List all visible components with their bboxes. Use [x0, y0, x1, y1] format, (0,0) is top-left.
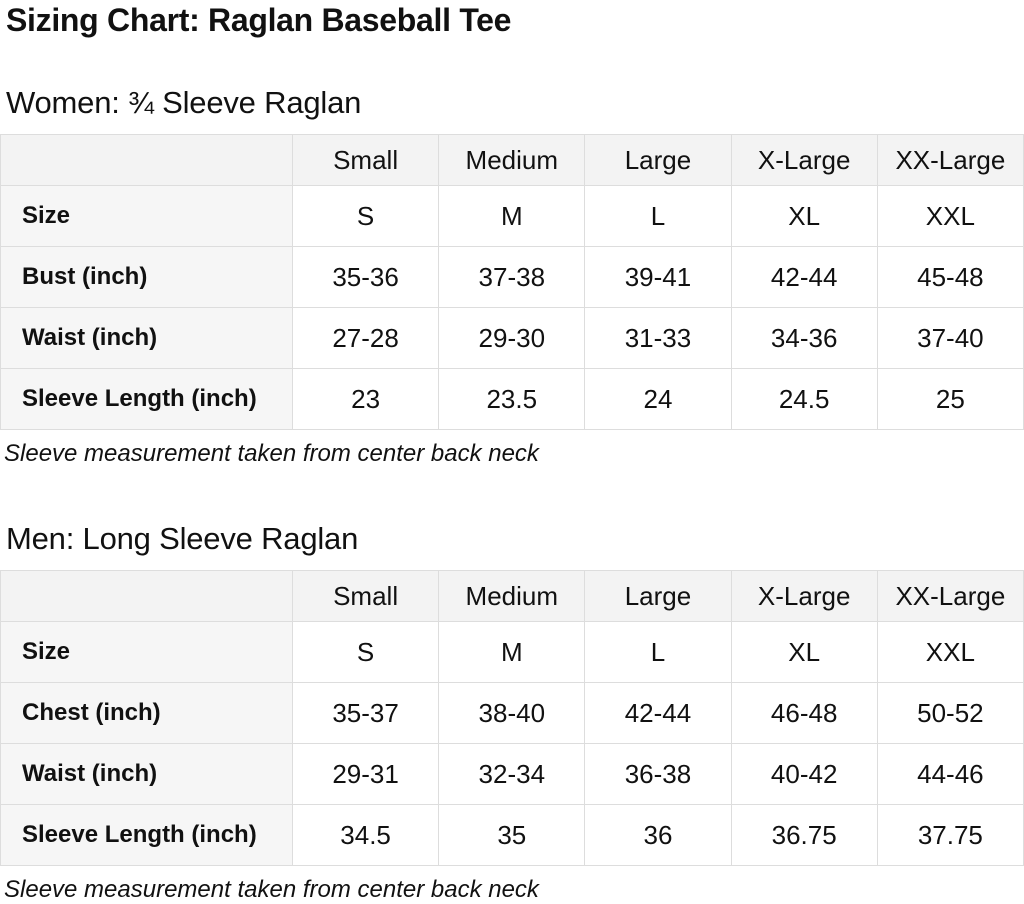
table-row-waist: Waist (inch) 29-31 32-34 36-38 40-42 44-…	[0, 743, 1024, 805]
size-value-cell: 31-33	[584, 307, 732, 369]
table-row-sleeve-length: Sleeve Length (inch) 34.5 35 36 36.75 37…	[0, 804, 1024, 866]
column-header-xlarge: X-Large	[730, 134, 878, 186]
size-value-cell: 32-34	[438, 743, 586, 805]
size-value-cell: 46-48	[730, 682, 878, 744]
row-label: Size	[0, 621, 293, 683]
column-header-small: Small	[291, 134, 440, 186]
size-value-cell: 25	[876, 368, 1024, 430]
table-row-bust: Bust (inch) 35-36 37-38 39-41 42-44 45-4…	[0, 246, 1024, 308]
table-header-row: Small Medium Large X-Large XX-Large	[0, 134, 1024, 186]
table-row-size: Size S M L XL XXL	[0, 621, 1024, 683]
section-heading-women: Women: ¾ Sleeve Raglan	[6, 85, 362, 120]
size-value-cell: M	[438, 185, 586, 247]
row-label: Chest (inch)	[0, 682, 293, 744]
size-value-cell: 36.75	[730, 804, 878, 866]
size-value-cell: 34-36	[730, 307, 878, 369]
size-value-cell: 50-52	[876, 682, 1024, 744]
size-value-cell: XL	[730, 185, 878, 247]
size-value-cell: 37-40	[876, 307, 1024, 369]
size-value-cell: L	[584, 621, 732, 683]
sleeve-measurement-note: Sleeve measurement taken from center bac…	[4, 440, 539, 467]
column-header-large: Large	[584, 570, 732, 622]
row-label: Bust (inch)	[0, 246, 293, 308]
size-value-cell: 35-36	[291, 246, 440, 308]
size-value-cell: 45-48	[876, 246, 1024, 308]
size-value-cell: 23.5	[438, 368, 586, 430]
column-header-large: Large	[584, 134, 732, 186]
section-men: Men: Long Sleeve Raglan Small Medium Lar…	[0, 521, 1024, 904]
size-value-cell: 36-38	[584, 743, 732, 805]
sleeve-measurement-note: Sleeve measurement taken from center bac…	[4, 876, 539, 903]
size-value-cell: XXL	[876, 621, 1024, 683]
size-value-cell: 29-30	[438, 307, 586, 369]
column-header-medium: Medium	[438, 570, 586, 622]
size-value-cell: 24	[584, 368, 732, 430]
section-heading-men: Men: Long Sleeve Raglan	[6, 521, 359, 556]
men-sizing-table: Small Medium Large X-Large XX-Large Size…	[0, 570, 1024, 866]
size-value-cell: 44-46	[876, 743, 1024, 805]
column-header-small: Small	[291, 570, 440, 622]
size-value-cell: M	[438, 621, 586, 683]
size-value-cell: 29-31	[291, 743, 440, 805]
table-row-waist: Waist (inch) 27-28 29-30 31-33 34-36 37-…	[0, 307, 1024, 369]
table-row-size: Size S M L XL XXL	[0, 185, 1024, 247]
size-value-cell: 37-38	[438, 246, 586, 308]
column-header-xlarge: X-Large	[730, 570, 878, 622]
column-header-medium: Medium	[438, 134, 586, 186]
size-value-cell: 42-44	[730, 246, 878, 308]
row-label: Sleeve Length (inch)	[0, 368, 293, 430]
size-value-cell: 38-40	[438, 682, 586, 744]
size-value-cell: 24.5	[730, 368, 878, 430]
column-header-xxlarge: XX-Large	[876, 134, 1024, 186]
size-value-cell: 40-42	[730, 743, 878, 805]
column-header-blank	[0, 570, 293, 622]
row-label: Sleeve Length (inch)	[0, 804, 293, 866]
size-value-cell: 39-41	[584, 246, 732, 308]
size-value-cell: S	[291, 185, 440, 247]
table-row-sleeve-length: Sleeve Length (inch) 23 23.5 24 24.5 25	[0, 368, 1024, 430]
row-label: Waist (inch)	[0, 743, 293, 805]
column-header-blank	[0, 134, 293, 186]
column-header-xxlarge: XX-Large	[876, 570, 1024, 622]
size-value-cell: 27-28	[291, 307, 440, 369]
row-label: Waist (inch)	[0, 307, 293, 369]
size-value-cell: 23	[291, 368, 440, 430]
size-value-cell: XL	[730, 621, 878, 683]
size-value-cell: 35-37	[291, 682, 440, 744]
size-value-cell: 35	[438, 804, 586, 866]
size-value-cell: 34.5	[291, 804, 440, 866]
women-sizing-table: Small Medium Large X-Large XX-Large Size…	[0, 134, 1024, 430]
size-value-cell: 36	[584, 804, 732, 866]
size-value-cell: S	[291, 621, 440, 683]
page-title: Sizing Chart: Raglan Baseball Tee	[6, 2, 512, 38]
size-value-cell: XXL	[876, 185, 1024, 247]
size-value-cell: 42-44	[584, 682, 732, 744]
size-value-cell: L	[584, 185, 732, 247]
table-header-row: Small Medium Large X-Large XX-Large	[0, 570, 1024, 622]
size-value-cell: 37.75	[876, 804, 1024, 866]
table-row-chest: Chest (inch) 35-37 38-40 42-44 46-48 50-…	[0, 682, 1024, 744]
row-label: Size	[0, 185, 293, 247]
section-women: Women: ¾ Sleeve Raglan Small Medium Larg…	[0, 85, 1024, 468]
